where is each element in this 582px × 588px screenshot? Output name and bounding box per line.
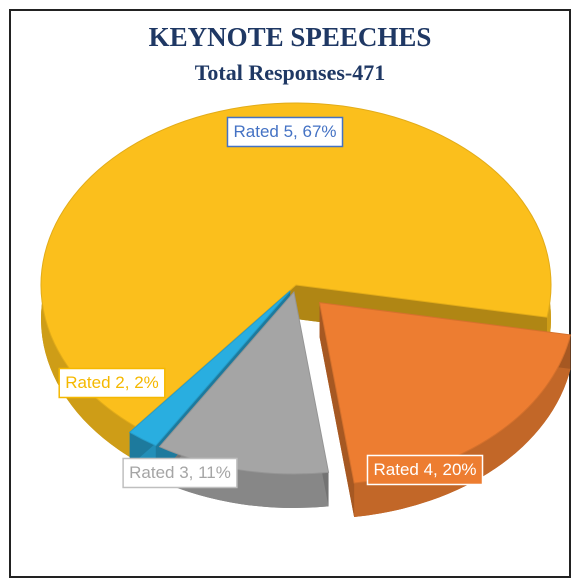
data-label: Rated 2, 2%: [58, 367, 166, 399]
label-separator: ,: [433, 460, 442, 479]
tops: [40, 102, 572, 484]
slice-wall: [129, 290, 291, 480]
slice: [128, 290, 291, 447]
slice: [158, 290, 330, 475]
label-separator: ,: [189, 463, 198, 482]
label-text: Rated 5, 67%: [233, 122, 336, 141]
data-label: Rated 3, 11%: [122, 457, 238, 489]
label-value: 11%: [198, 463, 231, 482]
label-value: 67%: [302, 122, 336, 141]
label-category: Rated 4: [373, 460, 433, 479]
labels: Rated 5, 67%Rated 4, 20%Rated 3, 11%Rate…: [58, 116, 484, 489]
label-category: Rated 3: [129, 463, 189, 482]
label-category: Rated 2: [65, 373, 125, 392]
slice: [40, 102, 552, 428]
label-box: [58, 367, 166, 399]
data-label: Rated 4, 20%: [366, 454, 484, 486]
label-text: Rated 2, 2%: [65, 373, 159, 392]
label-value: 2%: [134, 373, 159, 392]
data-label: Rated 5, 67%: [226, 116, 344, 148]
label-value: 20%: [442, 460, 476, 479]
label-box: [366, 454, 484, 486]
chart-subtitle: Total Responses-471: [195, 60, 386, 85]
label-category: Rated 5: [233, 122, 293, 141]
label-separator: ,: [293, 122, 302, 141]
chart-title: KEYNOTE SPEECHES: [149, 22, 432, 52]
label-text: Rated 4, 20%: [373, 460, 476, 479]
label-text: Rated 3, 11%: [129, 463, 231, 482]
pie: [40, 102, 572, 517]
label-box: [122, 457, 238, 489]
label-box: [226, 116, 344, 148]
label-separator: ,: [125, 373, 134, 392]
slice-rim: [41, 103, 551, 461]
